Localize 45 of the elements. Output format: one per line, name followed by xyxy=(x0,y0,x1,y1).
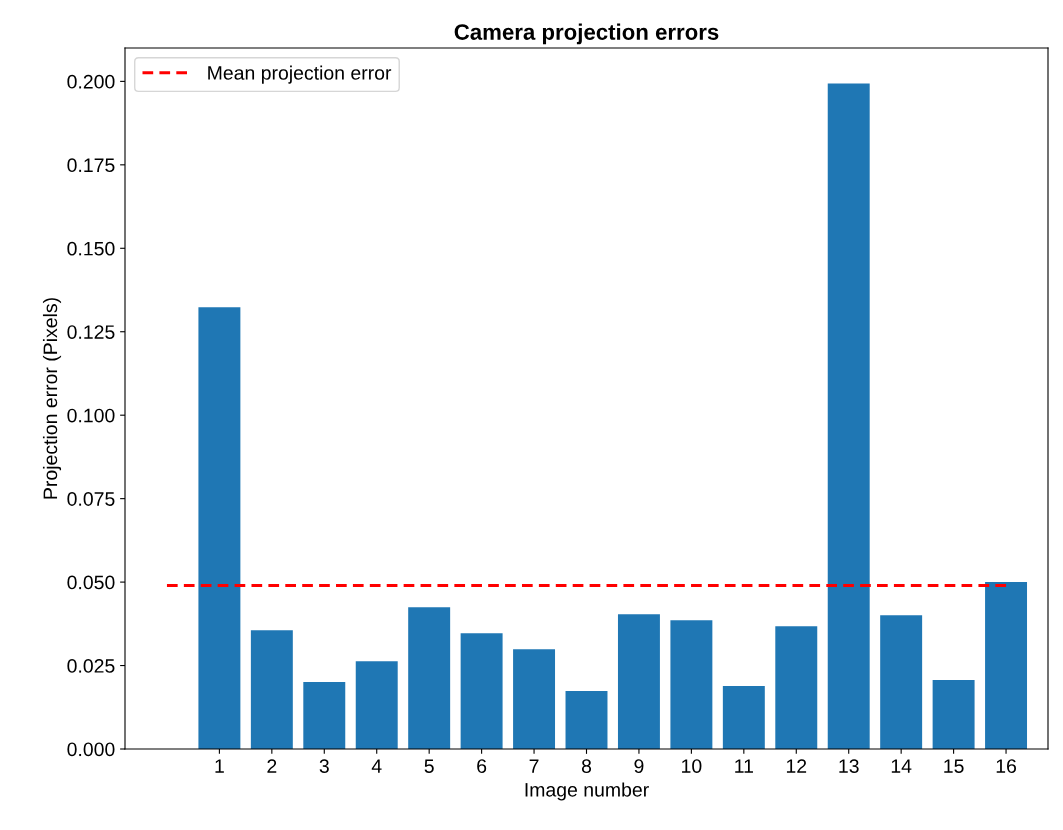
y-tick-label: 0.025 xyxy=(67,659,115,673)
x-tick-label: 6 xyxy=(477,759,487,773)
y-tick-label: 0.150 xyxy=(67,241,115,256)
bar xyxy=(460,633,503,749)
bar xyxy=(198,307,241,749)
y-tick-label: 0.125 xyxy=(67,325,115,339)
bar xyxy=(775,626,818,749)
y-tick-label: 0.200 xyxy=(67,74,115,89)
bar xyxy=(565,690,608,749)
y-tick-label: 0.100 xyxy=(67,408,115,423)
x-tick-label: 3 xyxy=(319,759,329,773)
x-tick-label: 12 xyxy=(786,759,807,773)
y-tick-label: 0.175 xyxy=(67,158,115,173)
bar xyxy=(355,661,398,749)
x-tick-label: 16 xyxy=(996,759,1017,773)
bar xyxy=(408,607,451,749)
bar xyxy=(880,615,923,749)
x-tick-label: 9 xyxy=(634,759,644,773)
bar xyxy=(513,649,556,749)
x-tick-label: 8 xyxy=(581,759,592,773)
y-tick-label: 0.050 xyxy=(67,575,115,590)
chart-title: Camera projection errors xyxy=(454,23,719,45)
bar xyxy=(670,620,713,749)
bar xyxy=(985,582,1028,749)
x-tick-label: 2 xyxy=(267,759,277,773)
x-tick-label: 14 xyxy=(891,759,912,773)
x-tick-label: 5 xyxy=(424,759,434,773)
bar xyxy=(303,681,346,749)
bar xyxy=(722,685,765,749)
y-tick-label: 0.000 xyxy=(67,742,115,757)
x-tick-label: 7 xyxy=(529,759,539,773)
x-tick-label: 1 xyxy=(215,759,224,773)
y-tick-label: 0.075 xyxy=(67,492,115,506)
x-tick-label: 13 xyxy=(839,759,859,773)
bar xyxy=(932,679,975,749)
x-tick-label: 10 xyxy=(682,759,702,773)
x-tick-label: 11 xyxy=(735,759,753,773)
bar xyxy=(827,83,870,749)
x-tick-label: 15 xyxy=(944,759,964,773)
x-axis-title: Image number xyxy=(525,782,649,801)
y-axis-title: Projection error (Pixels) xyxy=(42,298,62,499)
bar xyxy=(250,630,293,749)
x-tick-label: 4 xyxy=(371,759,382,773)
bar xyxy=(617,614,660,749)
legend-label: Mean projection error xyxy=(208,65,392,84)
